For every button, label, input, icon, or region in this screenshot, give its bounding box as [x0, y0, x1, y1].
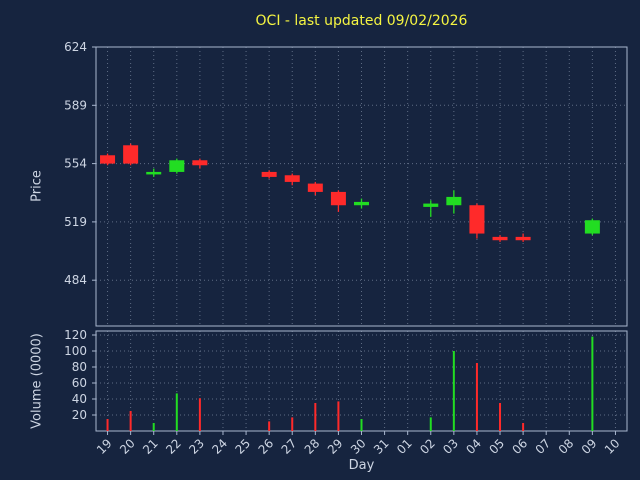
- day-tick-label: 30: [348, 436, 369, 457]
- candle-down: [123, 145, 139, 164]
- candle-down: [192, 160, 208, 166]
- candle-up: [423, 203, 439, 207]
- volume-bar: [106, 419, 109, 431]
- candle-down: [261, 171, 277, 177]
- day-tick-label: 29: [325, 436, 346, 457]
- price-tick-label: 519: [64, 215, 87, 229]
- volume-bar: [314, 403, 317, 431]
- volume-bar: [499, 403, 502, 431]
- volume-bar: [452, 351, 455, 431]
- candle-up: [584, 220, 600, 234]
- volume-bar: [591, 336, 594, 431]
- volume-bar: [291, 417, 294, 431]
- volume-tick-label: 40: [72, 392, 87, 406]
- volume-bar: [522, 423, 525, 431]
- price-tick-label: 484: [64, 273, 87, 287]
- volume-bar: [429, 417, 432, 431]
- day-tick-label: 09: [579, 436, 600, 457]
- day-tick-label: 23: [186, 436, 207, 457]
- day-tick-label: 21: [140, 436, 161, 457]
- volume-tick-label: 20: [72, 408, 87, 422]
- volume-bar: [337, 401, 340, 431]
- day-tick-label: 07: [533, 436, 554, 457]
- day-tick-label: 26: [256, 436, 277, 457]
- volume-tick-label: 60: [72, 376, 87, 390]
- volume-bar: [360, 419, 363, 431]
- day-tick-label: 27: [279, 436, 300, 457]
- day-tick-label: 19: [94, 436, 115, 457]
- day-tick-label: 02: [417, 436, 438, 457]
- day-tick-label: 10: [602, 436, 623, 457]
- volume-bar: [198, 398, 201, 431]
- day-tick-label: 04: [463, 436, 484, 457]
- volume-tick-label: 80: [72, 360, 87, 374]
- volume-tick-label: 100: [64, 344, 87, 358]
- price-tick-label: 554: [64, 157, 87, 171]
- volume-bar: [475, 363, 478, 431]
- price-panel-border: [95, 46, 628, 327]
- candle-down: [469, 205, 485, 234]
- candle-up: [354, 201, 369, 206]
- day-tick-label: 05: [486, 436, 507, 457]
- volume-bar: [152, 423, 155, 431]
- candle-down: [284, 175, 300, 182]
- candle-down: [307, 183, 323, 192]
- day-tick-label: 03: [440, 436, 461, 457]
- candle-up: [446, 196, 462, 206]
- price-tick-label: 589: [64, 98, 87, 112]
- volume-bar: [175, 393, 178, 431]
- x-axis-label: Day: [348, 458, 375, 473]
- candle-down: [515, 236, 531, 241]
- day-tick-label: 24: [209, 436, 230, 457]
- candle-up: [146, 171, 162, 175]
- candle-down: [100, 155, 116, 164]
- chart-title: OCI - last updated 09/02/2026: [255, 13, 468, 29]
- volume-bar: [268, 421, 271, 431]
- candle-up: [169, 160, 185, 172]
- day-tick-label: 08: [556, 436, 577, 457]
- day-tick-label: 01: [394, 436, 415, 457]
- volume-bar: [129, 411, 132, 431]
- candle-down: [330, 191, 346, 206]
- volume-tick-label: 120: [64, 328, 87, 342]
- day-tick-label: 06: [510, 436, 531, 457]
- day-tick-label: 25: [232, 436, 253, 457]
- day-tick-label: 28: [302, 436, 323, 457]
- candle-down: [492, 236, 508, 241]
- day-tick-label: 31: [371, 436, 392, 457]
- price-tick-label: 624: [64, 40, 87, 54]
- day-tick-label: 20: [117, 436, 138, 457]
- day-tick-label: 22: [163, 436, 184, 457]
